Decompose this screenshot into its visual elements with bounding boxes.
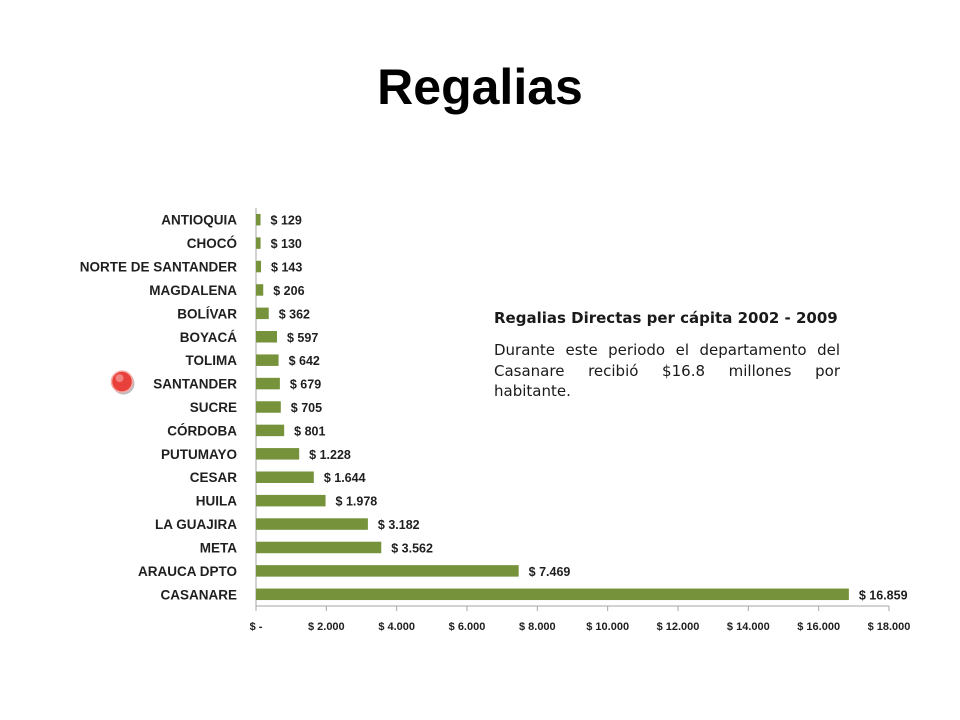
data-label: $ 705 <box>291 401 322 415</box>
data-label: $ 801 <box>294 424 325 438</box>
x-tick-label: $ 18.000 <box>868 621 911 633</box>
data-label: $ 3.182 <box>378 518 420 532</box>
highlight-marker-layer <box>110 370 135 395</box>
data-label: $ 362 <box>279 307 310 321</box>
bar <box>256 448 300 460</box>
category-label: META <box>200 540 237 555</box>
bar <box>256 284 264 296</box>
bar <box>256 424 285 437</box>
data-label: $ 679 <box>290 378 321 392</box>
data-label: $ 1.644 <box>324 471 366 485</box>
chart-bars <box>256 213 849 601</box>
category-label: MAGDALENA <box>149 283 237 298</box>
category-label: CESAR <box>190 470 238 485</box>
data-label: $ 1.228 <box>309 448 351 462</box>
category-label: ARAUCA DPTO <box>138 564 237 579</box>
bar <box>256 377 280 390</box>
category-label: LA GUAJIRA <box>155 517 237 532</box>
bar <box>256 237 261 249</box>
bar <box>256 331 277 343</box>
x-tick-label: $ 12.000 <box>657 621 700 633</box>
bar <box>256 471 314 483</box>
highlight-marker <box>110 370 134 393</box>
highlight-marker-gloss <box>115 374 124 383</box>
x-tick-label: $ 8.000 <box>519 621 556 633</box>
data-label: $ 7.469 <box>529 565 571 579</box>
category-labels: ANTIOQUIA CHOCÓ NORTE DE SANTANDER MAGDALEN… <box>80 213 238 603</box>
data-label: $ 143 <box>271 261 302 275</box>
x-tick-label: $ 6.000 <box>449 621 486 633</box>
x-tick-label: $ 2.000 <box>308 621 345 633</box>
category-label: HUILA <box>196 494 237 509</box>
x-tick-label: $ 4.000 <box>378 621 415 633</box>
bar <box>256 588 849 601</box>
category-label: CÓRDOBA <box>167 423 237 438</box>
data-label: $ 1.978 <box>336 495 378 509</box>
value-labels: $ 129 $ 130 $ 143 $ 206 $ 362 $ 597 $ 642 $ 679… <box>271 214 908 603</box>
category-label: BOYACÁ <box>180 330 238 345</box>
bar <box>256 213 261 226</box>
bar <box>256 260 262 273</box>
category-label: CASANARE <box>160 587 237 602</box>
x-tick-label: $ 14.000 <box>727 621 770 633</box>
note-body: Durante este periodo el departamento del… <box>494 341 840 401</box>
bar <box>256 401 281 413</box>
bar <box>256 494 326 507</box>
bar <box>256 307 269 320</box>
data-label: $ 129 <box>271 214 302 228</box>
x-tick-label: $ - <box>250 621 263 633</box>
category-label: TOLIMA <box>186 353 238 368</box>
category-label: ANTIOQUIA <box>161 213 237 228</box>
note-box: Regalias Directas per cápita 2002 - 2009… <box>494 309 840 402</box>
data-label: $ 642 <box>289 354 320 368</box>
x-tick-label: $ 10.000 <box>586 621 629 633</box>
data-label: $ 3.562 <box>391 541 433 555</box>
category-label: SUCRE <box>190 400 237 415</box>
bar <box>256 541 382 554</box>
data-label: $ 16.859 <box>859 588 908 602</box>
bar <box>256 354 279 366</box>
category-label: SANTANDER <box>153 377 237 392</box>
category-label: NORTE DE SANTANDER <box>80 260 238 275</box>
data-label: $ 206 <box>273 284 304 298</box>
slide-title: Regalias <box>377 59 583 115</box>
x-tick-label: $ 16.000 <box>797 621 840 633</box>
bar <box>256 518 368 530</box>
category-label: BOLÍVAR <box>177 306 237 321</box>
x-tick-labels: $ - $ 2.000 $ 4.000 $ 6.000 $ 8.000 $ 10.000 $… <box>250 606 911 633</box>
category-label: CHOCÓ <box>187 236 237 251</box>
data-label: $ 130 <box>271 237 302 251</box>
data-label: $ 597 <box>287 331 318 345</box>
bar <box>256 565 519 577</box>
note-title: Regalias Directas per cápita 2002 - 2009 <box>494 309 838 327</box>
category-label: PUTUMAYO <box>161 447 237 462</box>
